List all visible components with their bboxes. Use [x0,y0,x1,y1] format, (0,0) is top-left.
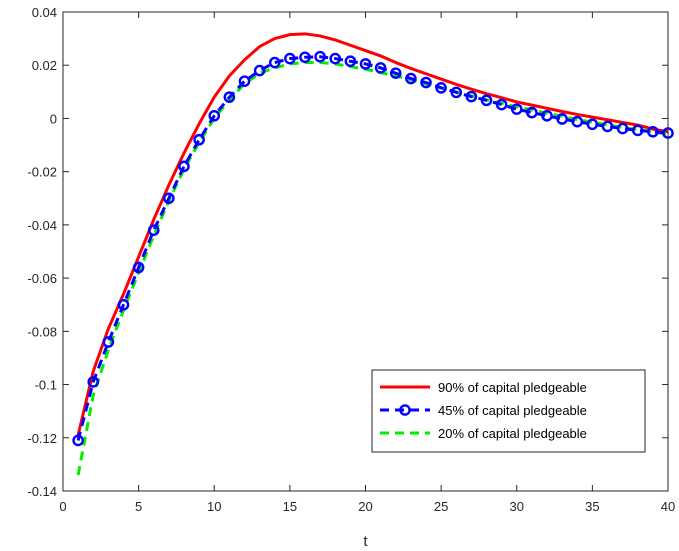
y-tick-label: 0 [50,111,57,126]
data-point [329,52,342,65]
data-point [238,75,251,87]
y-tick-label: -0.12 [27,431,57,446]
legend-label: 90% of capital pledgeable [438,380,587,395]
data-point [117,298,130,311]
x-tick-label: 25 [434,499,448,514]
data-point [223,91,236,103]
data-point [147,224,160,237]
data-point [450,86,463,99]
data-point [480,94,493,107]
data-point [556,113,568,125]
x-tick-label: 10 [207,499,221,514]
data-point [616,122,629,135]
y-tick-label: -0.08 [27,324,57,339]
y-tick-label: 0.04 [32,5,57,20]
y-tick-label: 0.02 [32,58,57,73]
data-point [405,72,417,85]
y-tick-label: -0.1 [35,378,57,393]
data-point [87,376,100,388]
x-axis-label: t [363,533,368,550]
data-point [586,118,599,131]
legend-box [371,369,646,453]
data-point [374,62,387,74]
data-point [284,52,296,65]
legend-label: 45% of capital pledgeable [438,403,587,418]
x-tick-label: 0 [59,499,66,514]
series-layer [72,32,674,476]
data-point [571,115,584,128]
y-tick-label: -0.04 [27,218,57,233]
data-point [420,76,432,89]
data-point [132,261,145,274]
data-point [435,82,447,94]
data-point [102,336,115,348]
data-point [389,67,402,80]
legend-marker [399,404,411,416]
data-point [541,109,553,122]
series-line-1 [76,32,669,436]
y-tick-label: -0.14 [27,484,57,499]
x-tick-label: 20 [358,499,372,514]
y-tick-label: -0.06 [27,271,57,286]
series-line-2 [76,55,669,441]
data-point [495,98,508,111]
data-point [208,109,221,122]
data-point [359,58,372,70]
x-tick-label: 30 [510,499,524,514]
data-point [601,120,614,133]
x-tick-label: 5 [135,499,142,514]
data-point [178,160,190,173]
y-tick-label: -0.02 [27,165,57,180]
data-point [344,55,357,68]
legend: 90% of capital pledgeable 45% of capital … [371,369,646,453]
data-point [193,133,205,146]
axes-layer: 0 5 10 15 20 25 30 35 40 -0.14 -0.12 -0.1 -0.08 -0.06… [27,5,675,514]
x-tick-label: 15 [283,499,297,514]
data-point [314,50,326,63]
x-tick-label: 35 [585,499,599,514]
data-point [465,90,478,103]
data-point [72,434,84,447]
data-point [510,103,523,115]
data-point [163,192,175,205]
data-point [299,51,311,64]
data-point [253,64,266,77]
legend-label: 20% of capital pledgeable [438,426,587,441]
data-point [631,124,644,137]
x-tick-label: 40 [661,499,675,514]
data-point [268,56,281,69]
data-point [526,106,538,119]
data-point [647,125,659,138]
